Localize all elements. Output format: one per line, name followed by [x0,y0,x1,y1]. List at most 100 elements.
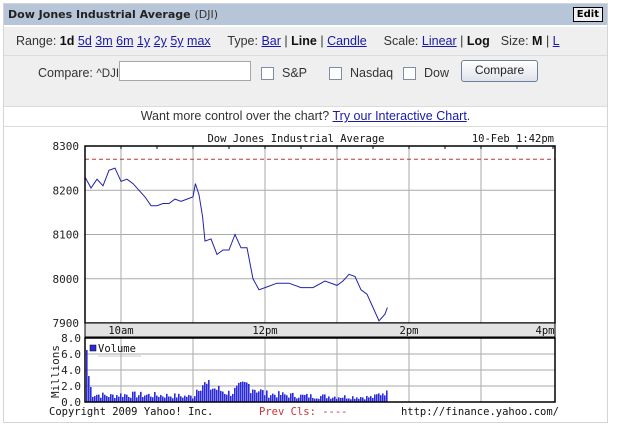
volume-bar [256,392,258,402]
volume-bar [250,393,252,402]
volume-bar [274,394,276,402]
volume-bar [310,394,312,402]
volume-bar [336,398,338,402]
checkbox-box[interactable] [403,66,416,80]
volume-bar [90,387,92,402]
volume-bar [152,397,154,402]
checkbox-box[interactable] [329,66,342,80]
checkbox-sp[interactable]: S&P [261,66,307,80]
volume-bar [130,397,132,402]
volume-bar [316,398,318,402]
volume-bar [132,391,134,402]
volume-bar [288,397,290,402]
volume-bar [362,397,364,402]
type-bar[interactable]: Bar [261,34,281,48]
interactive-chart-link[interactable]: Try our Interactive Chart [332,109,467,123]
range-3m[interactable]: 3m [95,34,113,48]
checkbox-box[interactable] [261,66,274,80]
y-tick-label: 8300 [53,140,80,153]
volume-bar [326,398,328,402]
volume-bar [232,393,234,402]
volume-bar [194,396,196,402]
volume-bar [344,395,346,402]
volume-bar [276,397,278,402]
volume-bar [322,394,324,402]
range-1d: 1d [59,34,75,48]
volume-bar [146,394,148,402]
volume-bar [144,395,146,402]
scale-label: Scale: [383,34,419,48]
volume-bar [228,390,230,402]
volume-bar [156,395,158,402]
edit-button[interactable]: Edit [572,7,603,22]
volume-bar [94,396,96,402]
volume-bar [364,399,366,402]
volume-bar [346,398,348,402]
type-candle[interactable]: Candle [327,34,367,48]
range-6m[interactable]: 6m [116,34,134,48]
volume-bar [230,395,232,402]
volume-bar [268,397,270,402]
compare-symbol-input[interactable] [119,61,251,81]
volume-bar [164,397,166,402]
volume-bar [246,382,248,402]
compare-button[interactable]: Compare [461,60,538,82]
price-chart: Dow Jones Industrial Average 10-Feb 1:42p… [49,133,559,418]
volume-bar [262,390,264,402]
volume-bar [212,388,214,402]
volume-bar [140,391,142,402]
volume-bar [182,397,184,402]
volume-bar [368,397,370,402]
volume-bar [206,383,208,402]
time-axis-band [84,322,556,338]
range-5d[interactable]: 5d [77,34,92,48]
size-label: Size: [500,34,529,48]
volume-bar [342,397,344,402]
volume-bar [292,392,294,402]
checkbox-nasdaq[interactable]: Nasdaq [329,66,393,80]
volume-bar [352,396,354,402]
volume-bar [376,394,378,402]
volume-bar [196,389,198,402]
volume-bar [354,398,356,402]
range-max[interactable]: max [187,34,211,48]
volume-tick-label: 0.0 [61,396,81,409]
volume-bar [306,393,308,402]
volume-bar [320,396,322,402]
volume-bar [138,395,140,402]
volume-bar [100,397,102,402]
volume-bar [110,394,112,402]
checkbox-dow[interactable]: Dow [403,66,449,80]
volume-bar [118,396,120,402]
volume-bar [296,398,298,402]
volume-bar [176,397,178,402]
scale-linear[interactable]: Linear [421,34,457,48]
volume-bar [148,393,150,402]
volume-bar [178,393,180,402]
volume-bar [190,395,192,402]
volume-bar [338,397,340,402]
volume-bar [238,382,240,402]
volume-bar [108,397,110,402]
volume-bar [116,395,118,402]
volume-bar [236,385,238,402]
range-5y[interactable]: 5y [170,34,184,48]
volume-bar [104,394,106,402]
volume-bar [134,391,136,402]
volume-bar [98,394,100,402]
volume-bar [360,397,362,402]
volume-bar [96,394,98,402]
volume-bar [382,393,384,402]
volume-bar [102,392,104,402]
volume-bar [86,350,88,402]
y-tick-label: 7900 [53,317,80,330]
range-1y[interactable]: 1y [136,34,151,48]
range-2y[interactable]: 2y [153,34,167,48]
volume-bar [370,396,372,402]
size-l[interactable]: L [552,34,560,48]
volume-bar [332,397,334,402]
volume-bar [358,398,360,402]
volume-bar [204,382,206,402]
volume-tick-label: 2.0 [61,380,81,393]
volume-bar [340,397,342,402]
